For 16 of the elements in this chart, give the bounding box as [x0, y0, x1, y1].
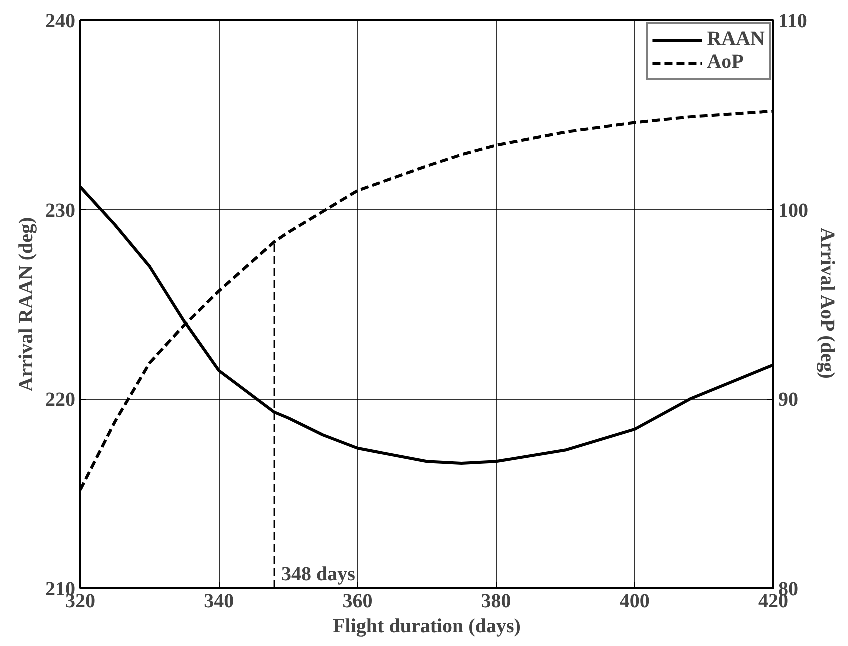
x-tick-label: 380	[481, 590, 512, 612]
y2-tick-label: 100	[778, 200, 808, 222]
y-tick-label: 220	[46, 389, 76, 412]
x-tick-label: 340	[204, 590, 234, 612]
x-tick-label: 360	[342, 590, 373, 612]
legend-label: RAAN	[707, 28, 765, 51]
y2-axis-title: Arrival AoP (deg)	[816, 228, 838, 379]
y-tick-label: 230	[46, 200, 76, 222]
x-tick-label: 400	[620, 590, 650, 612]
x-axis-title: Flight duration (days)	[333, 616, 521, 638]
y-axis-title: Arrival RAAN (deg)	[16, 217, 38, 392]
legend-label: AoP	[707, 51, 744, 74]
y2-tick-label: 110	[778, 10, 808, 32]
ref-line-label: 348 days	[282, 564, 356, 586]
y2-tick-label: 90	[778, 389, 798, 412]
y-tick-label: 240	[46, 10, 76, 32]
